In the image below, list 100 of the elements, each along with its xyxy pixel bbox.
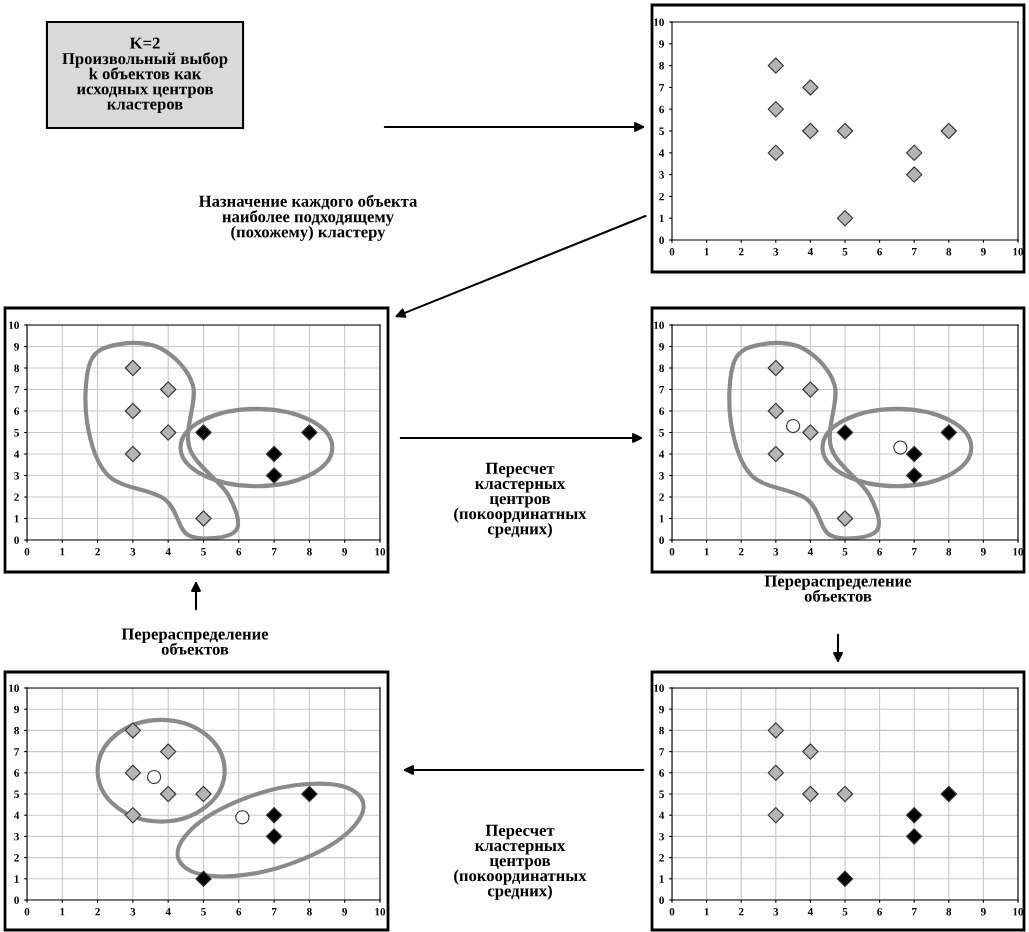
point: [893, 440, 908, 455]
point: [836, 424, 854, 441]
point: [146, 769, 162, 785]
point: [124, 445, 142, 463]
x-tick-label: 10: [1013, 907, 1024, 916]
x-tick-label: 0: [24, 907, 30, 916]
x-tick-label: 2: [738, 547, 744, 556]
y-tick-label: 0: [659, 896, 664, 904]
text: Пересчет кластерных центров (покоординатных средних): [454, 462, 587, 538]
y-tick-label: 8: [14, 364, 19, 372]
x-tick-label: 10: [1013, 547, 1024, 556]
point: [906, 445, 923, 463]
point: [802, 79, 819, 96]
point: [124, 402, 142, 420]
x-tick-label: 7: [271, 908, 277, 916]
point: [235, 810, 250, 825]
point: [940, 424, 957, 441]
x-tick-label: 9: [980, 907, 986, 916]
x-tick-label: 10: [375, 907, 386, 916]
x-tick-label: 6: [877, 547, 883, 556]
y-tick-label: 1: [659, 875, 664, 883]
point: [940, 785, 957, 803]
x-tick-label: 1: [704, 908, 709, 916]
point: [767, 764, 784, 781]
x-tick-label: 8: [946, 247, 952, 256]
point: [301, 424, 318, 441]
point: [802, 381, 819, 398]
x-tick-label: 1: [704, 548, 709, 556]
y-tick-label: 2: [659, 854, 664, 862]
y-tick-label: 8: [659, 726, 664, 735]
y-tick-label: 1: [14, 875, 19, 883]
x-tick-label: 9: [980, 247, 986, 256]
x-tick-label: 8: [306, 547, 312, 556]
point: [160, 743, 177, 760]
x-tick-label: 3: [773, 547, 779, 556]
x-tick-label: 1: [60, 908, 65, 916]
point: [124, 807, 142, 824]
y-tick-label: 6: [659, 769, 665, 777]
y-tick-label: 6: [659, 105, 665, 114]
x-tick-label: 0: [669, 907, 675, 916]
y-tick-label: 7: [14, 386, 20, 394]
y-tick-label: 4: [658, 149, 665, 157]
point: [767, 57, 784, 74]
point: [160, 785, 177, 803]
y-tick-label: 0: [659, 536, 664, 544]
point: [195, 510, 212, 527]
x-tick-label: 4: [807, 908, 813, 916]
x-tick-label: 0: [24, 547, 30, 556]
x-tick-label: 3: [773, 247, 779, 256]
point: [265, 467, 283, 484]
x-tick-label: 9: [342, 907, 348, 916]
y-tick-label: 3: [659, 832, 664, 841]
point: [906, 166, 923, 183]
y-tick-label: 5: [14, 790, 19, 798]
y-tick-label: 1: [14, 515, 19, 523]
x-tick-label: 8: [306, 907, 312, 916]
y-tick-label: 4: [13, 450, 20, 458]
x-tick-label: 10: [375, 547, 386, 556]
x-tick-label: 9: [342, 547, 348, 556]
y-tick-label: 7: [659, 83, 665, 92]
point: [802, 743, 819, 760]
y-tick-label: 2: [659, 493, 664, 501]
x-tick-label: 1: [60, 548, 65, 556]
point: [767, 807, 784, 824]
y-tick-label: 5: [659, 790, 664, 798]
text: Перераспределение объектов: [121, 628, 269, 655]
y-tick-label: 10: [9, 321, 19, 329]
y-tick-label: 5: [659, 127, 664, 135]
x-tick-label: 0: [669, 247, 675, 256]
x-tick-label: 7: [912, 908, 917, 916]
x-tick-label: 0: [669, 547, 675, 556]
y-tick-label: 5: [14, 429, 19, 437]
x-tick-label: 5: [201, 548, 206, 556]
point: [906, 144, 923, 161]
y-tick-label: 7: [659, 386, 665, 394]
point: [836, 122, 854, 140]
point: [785, 418, 801, 434]
text: Перераспределение объектов: [764, 575, 912, 602]
y-tick-label: 9: [14, 343, 19, 351]
x-tick-label: 4: [165, 908, 171, 916]
y-tick-label: 6: [14, 407, 20, 415]
point: [124, 359, 142, 377]
point: [836, 510, 854, 527]
y-tick-label: 0: [659, 236, 664, 244]
y-tick-label: 3: [659, 472, 664, 480]
y-tick-label: 3: [14, 472, 19, 480]
point: [195, 785, 212, 803]
point: [802, 122, 819, 140]
x-tick-label: 2: [95, 907, 100, 916]
y-tick-label: 7: [659, 748, 665, 756]
text: Назначение каждого объекта наиболее подходящему (похожему) кластеру: [198, 194, 418, 241]
y-tick-label: 3: [14, 832, 19, 841]
point: [767, 144, 784, 161]
point: [940, 122, 957, 140]
y-tick-label: 10: [654, 18, 664, 26]
y-tick-label: 1: [659, 515, 664, 523]
y-tick-label: 4: [13, 811, 20, 820]
y-tick-label: 3: [659, 171, 664, 179]
point: [836, 870, 854, 887]
x-tick-label: 5: [842, 248, 848, 256]
